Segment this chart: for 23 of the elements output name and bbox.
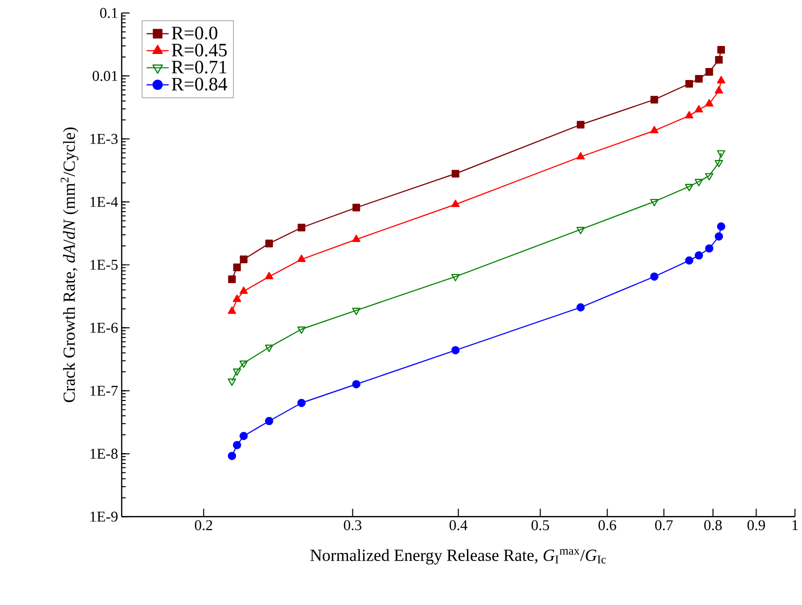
y-tick-label: 1E-3 <box>90 134 118 144</box>
x-tick-label: 1 <box>792 520 798 530</box>
y-tick-label: 1E-6 <box>90 322 118 333</box>
legend-label: R=0.71 <box>172 60 226 74</box>
legend-label: R=0.84 <box>172 78 228 90</box>
y-tick-label: 0.01 <box>92 70 118 81</box>
y-tick-label: 1E-4 <box>90 196 118 207</box>
x-tick-label: 0.3 <box>344 520 362 530</box>
y-tick-label: 1E-8 <box>90 448 118 459</box>
x-tick-label: 0.8 <box>704 520 722 530</box>
legend-label: R=0.45 <box>172 44 227 56</box>
y-tick-label: 1E-5 <box>90 260 118 270</box>
y-tick-label: 1E-9 <box>90 511 118 522</box>
x-tick-label: 0.2 <box>194 520 212 530</box>
x-tick-label: 0.9 <box>747 520 765 530</box>
x-tick-label: 0.5 <box>532 520 550 530</box>
y-tick-label: 0.1 <box>100 8 118 18</box>
x-tick-label: 0.7 <box>655 520 673 530</box>
legend-label: R=0.0 <box>172 26 218 40</box>
x-tick-label: 0.6 <box>598 520 616 530</box>
x-tick-label: 0.4 <box>450 520 468 530</box>
y-tick-label: 1E-7 <box>90 386 118 396</box>
x-axis-title: Normalized Energy Release Rate, G$_{I}$$^{max}$/G$_{Ic}$ <box>310 548 606 564</box>
